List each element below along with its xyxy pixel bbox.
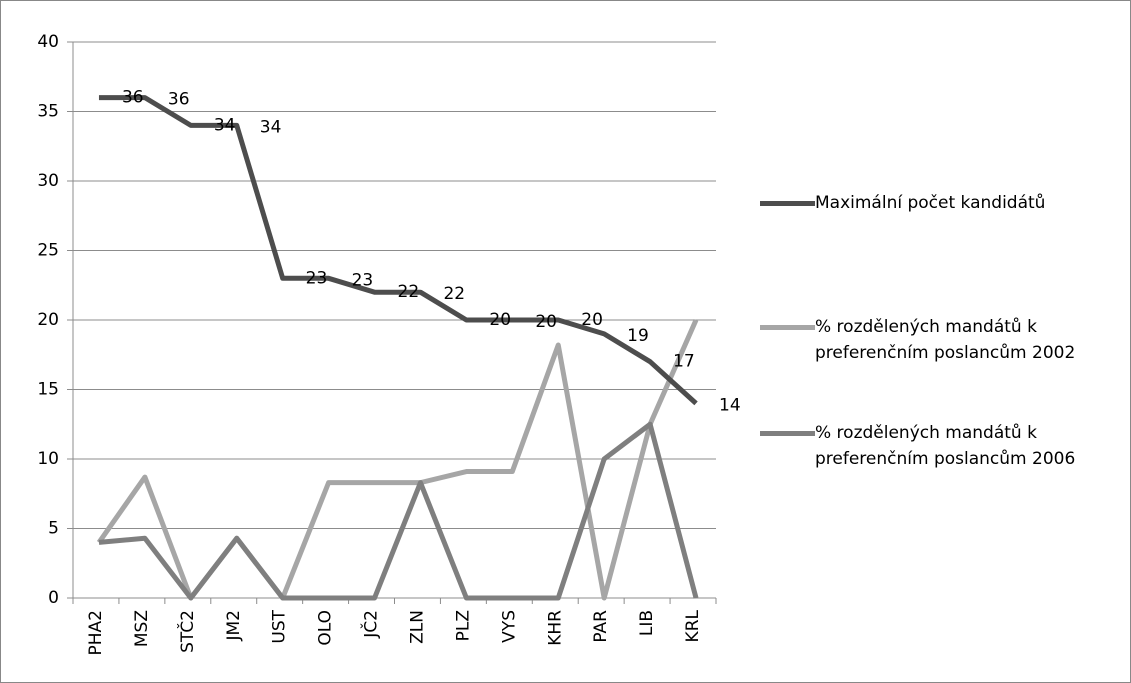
x-tick-group: PAR [591,610,611,643]
data-label: 17 [673,352,695,372]
legend-swatch [760,201,815,206]
x-tick-group: PLZ [453,610,473,641]
y-tick-label: 40 [37,32,59,52]
x-tick-label: PHA2 [86,610,106,655]
legend-label: % rozdělených mandátů k preferenčním pos… [815,317,1076,363]
x-tick-group: PHA2 [86,610,106,655]
x-tick-group: OLO [316,610,336,646]
x-tick-group: ZLN [407,610,427,644]
x-tick-label: PLZ [453,610,473,641]
x-tick-group: VYS [499,610,519,643]
data-label: 20 [489,310,511,330]
x-tick-label: JM2 [224,610,244,642]
legend-swatch [760,325,815,330]
data-label: 36 [122,88,144,108]
legend-label: % rozdělených mandátů k preferenčním pos… [815,423,1076,469]
x-tick-label: MSZ [132,610,152,647]
data-label: 34 [214,115,236,135]
x-tick-group: MSZ [132,610,152,647]
x-tick-label: KRL [683,609,703,642]
y-tick-label: 25 [37,241,59,261]
x-tick-group: STČ2 [176,610,198,653]
legend-item: % rozdělených mandátů k preferenčním pos… [760,420,1090,472]
data-label: 14 [719,395,741,415]
x-tick-label: PAR [591,610,611,643]
x-tick-label: LIB [637,610,657,636]
data-label: 20 [581,310,603,330]
series-line [98,95,698,406]
series-line [98,421,699,601]
y-tick-label: 30 [37,171,59,191]
x-tick-label: UST [270,609,290,643]
data-label: 36 [168,90,190,110]
legend-item: Maximální počet kandidátů [760,190,1090,216]
legend-item: % rozdělených mandátů k preferenčním pos… [760,314,1090,366]
y-tick-label: 20 [37,310,59,330]
x-tick-group: LIB [637,610,657,636]
x-tick-group: UST [270,609,290,643]
legend-label: Maximální počet kandidátů [815,193,1046,213]
x-tick-group: KHR [545,610,565,646]
y-tick-label: 15 [37,380,59,400]
data-label: 22 [443,284,465,304]
x-tick-label: VYS [499,610,519,643]
y-tick-label: 10 [37,449,59,469]
legend-swatch [760,431,815,436]
data-label: 23 [352,270,374,290]
x-tick-group: KRL [683,609,703,642]
y-tick-label: 35 [37,102,59,122]
x-tick-label: JČ2 [360,610,382,639]
data-label: 34 [260,117,282,137]
x-tick-label: ZLN [407,610,427,644]
y-tick-label: 0 [48,588,59,608]
data-label: 19 [627,326,649,346]
x-tick-label: STČ2 [176,610,198,653]
x-tick-label: OLO [316,610,336,646]
data-label: 20 [535,312,557,332]
y-tick-label: 5 [48,519,59,539]
x-tick-label: KHR [545,610,565,646]
data-label: 22 [398,282,420,302]
data-label: 23 [306,268,328,288]
x-tick-group: JČ2 [360,610,382,639]
x-tick-group: JM2 [224,610,244,642]
